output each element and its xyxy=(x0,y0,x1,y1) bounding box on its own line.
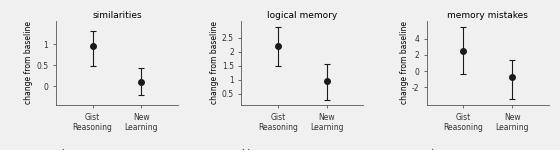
Title: logical memory: logical memory xyxy=(267,11,338,20)
Text: a): a) xyxy=(56,149,66,150)
Y-axis label: change from baseline: change from baseline xyxy=(210,21,219,105)
Title: similarities: similarities xyxy=(92,11,142,20)
Y-axis label: change from baseline: change from baseline xyxy=(400,21,409,105)
Text: c): c) xyxy=(427,149,436,150)
Text: b): b) xyxy=(241,149,251,150)
Title: memory mistakes: memory mistakes xyxy=(447,11,528,20)
Y-axis label: change from baseline: change from baseline xyxy=(25,21,34,105)
